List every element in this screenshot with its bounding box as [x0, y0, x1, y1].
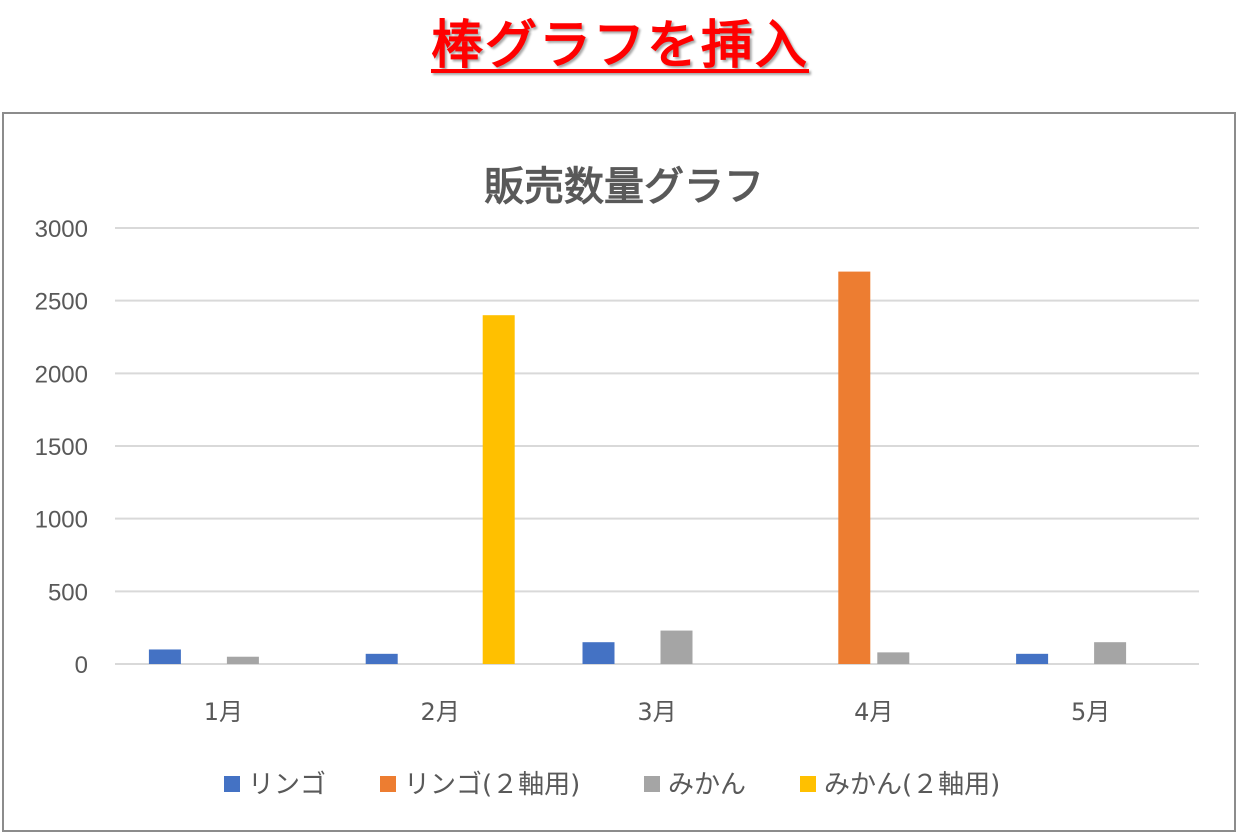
chart-title: 販売数量グラフ: [484, 164, 764, 210]
bar-3-series-1: [582, 642, 615, 664]
legend-label: みかん(２軸用): [824, 770, 1000, 800]
bar-2-series-1: [365, 653, 398, 664]
legend-label: リンゴ(２軸用): [404, 770, 580, 800]
legend-swatch: [224, 776, 240, 792]
y-tick-label-1000: 1000: [35, 507, 88, 534]
bar-1-series-1: [148, 649, 181, 664]
gridlines: [115, 227, 1199, 665]
y-tick-label-3000: 3000: [35, 216, 88, 243]
x-category-label: 5月: [1071, 698, 1110, 726]
y-tick-label-1500: 1500: [35, 434, 88, 461]
legend-swatch: [644, 776, 660, 792]
y-tick-label-2500: 2500: [35, 289, 88, 316]
legend-swatch: [380, 776, 396, 792]
legend-label: みかん: [668, 770, 746, 800]
bar-1-series-3: [226, 656, 259, 664]
y-tick-label-0: 0: [75, 652, 88, 679]
bar-5-series-1: [1016, 653, 1049, 664]
legend-swatch: [800, 776, 816, 792]
x-category-label: 2月: [421, 698, 460, 726]
bars: [148, 271, 1127, 664]
x-category-label: 4月: [854, 698, 893, 726]
legend-label: リンゴ: [248, 770, 326, 800]
bar-2-series-4: [482, 315, 515, 664]
x-category-label: 3月: [637, 698, 676, 726]
bar-4-series-2: [838, 271, 871, 664]
page-title: 棒グラフを挿入: [430, 16, 809, 76]
bar-4-series-3: [877, 652, 910, 664]
legend: リンゴ リンゴ(２軸用) みかん みかん(２軸用): [224, 770, 1000, 800]
bar-5-series-3: [1094, 642, 1127, 664]
y-tick-label-2000: 2000: [35, 361, 88, 388]
bar-3-series-3: [660, 630, 693, 664]
y-axis-tick-labels: 0 500 1000 1500 2000 2500 3000: [35, 216, 88, 679]
bar-chart: 販売数量グラフ 0 500 1000 1500 2000 2500 3000 1月 2月 3月 4…: [35, 164, 1199, 800]
y-tick-label-500: 500: [48, 579, 88, 606]
x-category-label: 1月: [204, 698, 243, 726]
x-axis-category-labels: 1月 2月 3月 4月 5月: [204, 698, 1110, 726]
chart-area: 販売数量グラフ 0 500 1000 1500 2000 2500 3000 1月 2月 3月 4…: [2, 112, 1236, 832]
